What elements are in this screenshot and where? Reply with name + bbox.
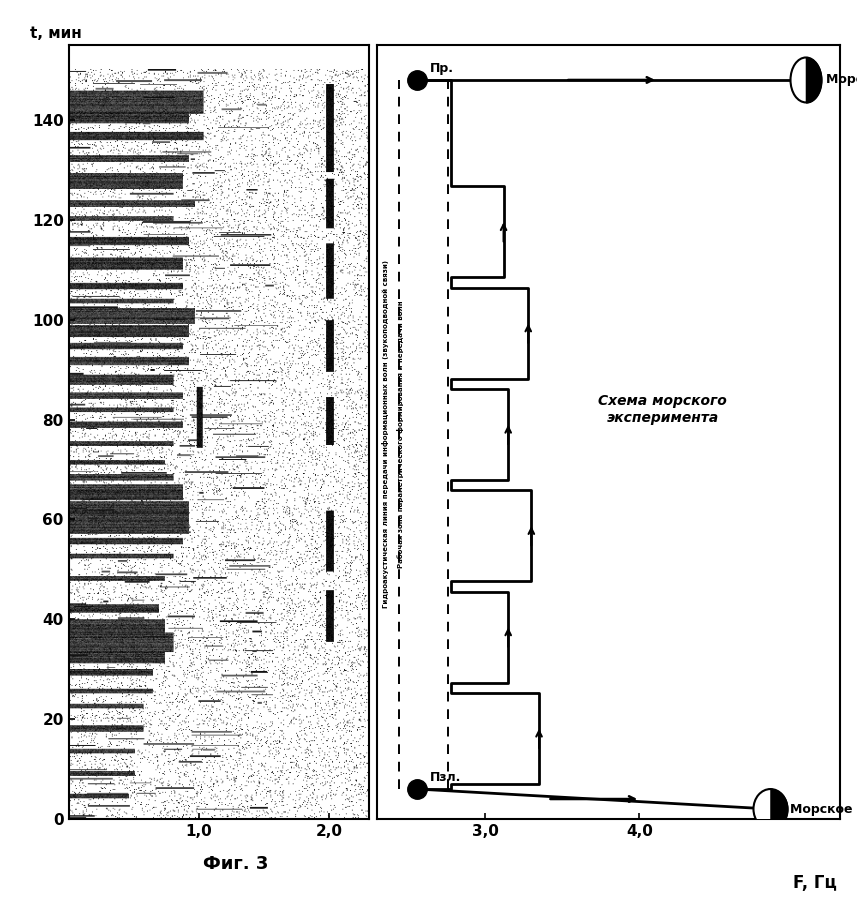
Text: Пр.: Пр. <box>429 62 453 75</box>
Text: Фиг. 3: Фиг. 3 <box>203 855 268 873</box>
Text: Морское судно: Морское судно <box>790 803 857 815</box>
Ellipse shape <box>753 789 788 829</box>
Text: Пзл.: Пзл. <box>429 771 461 784</box>
Text: Схема морского
эксперимента: Схема морского эксперимента <box>598 394 727 425</box>
Ellipse shape <box>790 58 821 103</box>
Text: Морское судно: Морское судно <box>826 74 857 86</box>
Text: t, мин: t, мин <box>29 26 81 41</box>
Text: F, Гц: F, Гц <box>793 874 836 892</box>
Text: Рабочая зона параметрического формирования и передачи волн: Рабочая зона параметрического формирован… <box>398 301 405 568</box>
Text: Гидроакустическая линия передачи информационных волн (звукоподводной связи): Гидроакустическая линия передачи информа… <box>382 260 389 608</box>
